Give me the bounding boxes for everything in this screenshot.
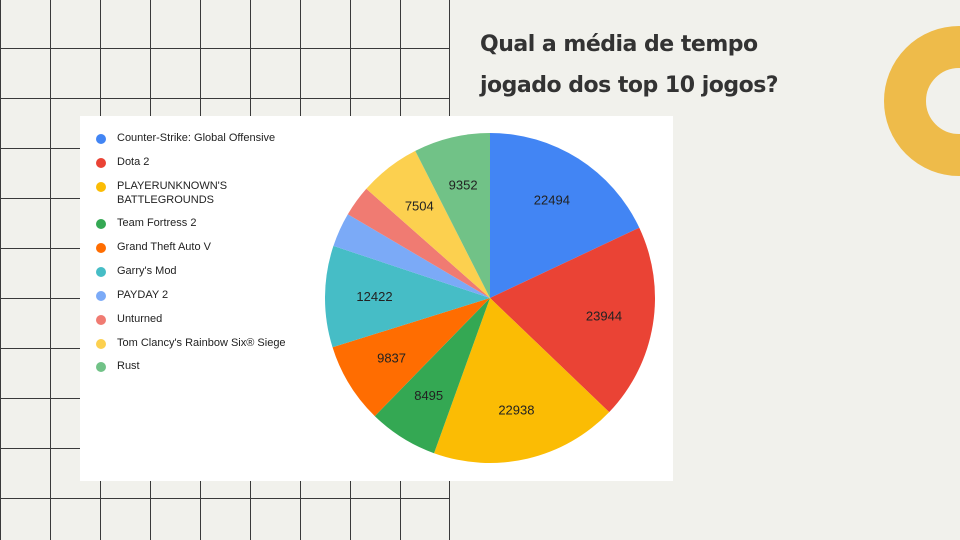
legend-swatch xyxy=(96,267,106,277)
pie-slice xyxy=(490,227,655,413)
legend-label: PLAYERUNKNOWN'S BATTLEGROUNDS xyxy=(117,180,228,206)
pie-slice xyxy=(374,298,490,454)
legend-label: Dota 2 xyxy=(117,156,150,168)
legend-item: Unturned xyxy=(96,313,307,327)
legend-item: Grand Theft Auto V xyxy=(96,241,307,255)
pie-slice xyxy=(347,188,490,298)
pie-chart: 22494 23944 22938 8495 9837 12422 7504 9352 xyxy=(325,133,655,463)
pie-slice xyxy=(415,133,490,298)
legend-item: Team Fortress 2 xyxy=(96,217,307,231)
slice-value-label: 22494 xyxy=(534,192,570,207)
legend-swatch xyxy=(96,315,106,325)
legend-label: Rust xyxy=(117,360,140,372)
slice-value-label: 22938 xyxy=(498,402,534,417)
legend-item: Rust xyxy=(96,360,307,374)
pie-slice xyxy=(434,298,610,463)
legend-label: Garry's Mod xyxy=(117,265,177,277)
legend-label: Tom Clancy's Rainbow Six® Siege xyxy=(117,337,286,349)
legend-swatch xyxy=(96,134,106,144)
pie-slice xyxy=(332,298,490,417)
legend-item: Dota 2 xyxy=(96,156,307,170)
chart-card: Counter-Strike: Global Offensive Dota 2 PL… xyxy=(80,116,673,481)
legend-label: Counter-Strike: Global Offensive xyxy=(117,132,276,144)
legend-swatch xyxy=(96,362,106,372)
title-line-2: jogado dos top 10 jogos? xyxy=(480,73,779,98)
pie-slice xyxy=(366,150,490,298)
legend-item: Garry's Mod xyxy=(96,265,307,279)
slice-value-label: 7504 xyxy=(405,199,434,214)
legend-label: PAYDAY 2 xyxy=(117,289,169,301)
legend-label: Team Fortress 2 xyxy=(117,217,197,229)
legend-swatch xyxy=(96,158,106,168)
slice-value-label: 9352 xyxy=(449,178,478,193)
legend-item: PLAYERUNKNOWN'S BATTLEGROUNDS xyxy=(96,180,307,207)
slice-value-label: 23944 xyxy=(586,309,622,324)
slice-value-label: 9837 xyxy=(377,350,406,365)
pie-slice xyxy=(325,245,490,348)
legend-label: Unturned xyxy=(117,313,163,325)
legend-item: Tom Clancy's Rainbow Six® Siege xyxy=(96,337,307,351)
legend-swatch xyxy=(96,243,106,253)
legend-swatch xyxy=(96,182,106,192)
slide-title: Qual a média de tempo jogado dos top 10 … xyxy=(480,24,860,106)
legend-swatch xyxy=(96,291,106,301)
legend-item: Counter-Strike: Global Offensive xyxy=(96,132,307,146)
pie-slice xyxy=(490,133,640,298)
pie-slice xyxy=(333,214,490,298)
slice-value-label: 12422 xyxy=(356,289,392,304)
title-line-1: Qual a média de tempo xyxy=(480,32,758,57)
decorative-ring xyxy=(884,26,960,176)
legend-swatch xyxy=(96,339,106,349)
legend-label: Grand Theft Auto V xyxy=(117,241,211,253)
slice-value-label: 8495 xyxy=(414,388,443,403)
legend-item: PAYDAY 2 xyxy=(96,289,307,303)
legend-swatch xyxy=(96,219,106,229)
